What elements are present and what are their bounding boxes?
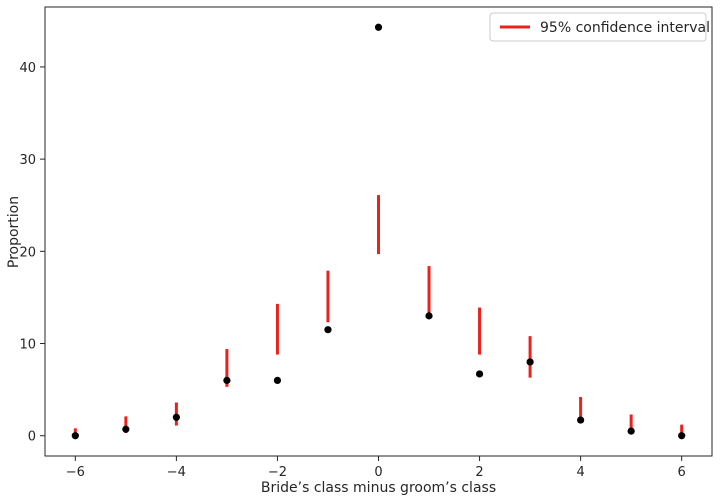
data-points — [71, 23, 686, 440]
data-point — [71, 432, 79, 440]
data-point — [678, 432, 686, 440]
y-tick-label: 10 — [19, 338, 36, 353]
y-tick-label: 20 — [19, 245, 36, 260]
y-tick-label: 40 — [19, 61, 36, 76]
y-tick-label: 0 — [28, 430, 36, 445]
data-point — [223, 376, 231, 384]
x-tick-label: −4 — [167, 465, 186, 480]
confidence-intervals — [73, 195, 684, 437]
y-axis-label: Proportion — [6, 196, 22, 268]
data-point — [324, 326, 332, 334]
legend-box — [489, 12, 707, 42]
x-axis-ticks: −6 −4 −2 0 2 4 6 — [66, 456, 686, 480]
legend-label: 95% confidence interval — [540, 20, 710, 36]
x-tick-label: 0 — [374, 465, 382, 480]
data-point — [577, 416, 585, 424]
data-point — [374, 23, 383, 31]
x-tick-label: 4 — [576, 465, 584, 480]
data-point — [172, 413, 180, 421]
legend: 95% confidence interval — [489, 12, 710, 42]
data-point — [273, 376, 282, 384]
data-point — [122, 425, 130, 433]
x-tick-label: −6 — [66, 465, 85, 480]
data-point — [627, 427, 635, 435]
y-axis-ticks: 0 10 20 30 40 — [19, 61, 45, 445]
x-tick-label: −2 — [268, 465, 287, 480]
x-tick-label: 6 — [678, 465, 686, 480]
data-point — [526, 358, 534, 366]
y-tick-label: 30 — [19, 153, 36, 168]
data-point — [475, 370, 484, 378]
x-tick-label: 2 — [475, 465, 483, 480]
x-axis-label: Bride’s class minus groom’s class — [261, 480, 496, 496]
data-point — [425, 312, 433, 320]
